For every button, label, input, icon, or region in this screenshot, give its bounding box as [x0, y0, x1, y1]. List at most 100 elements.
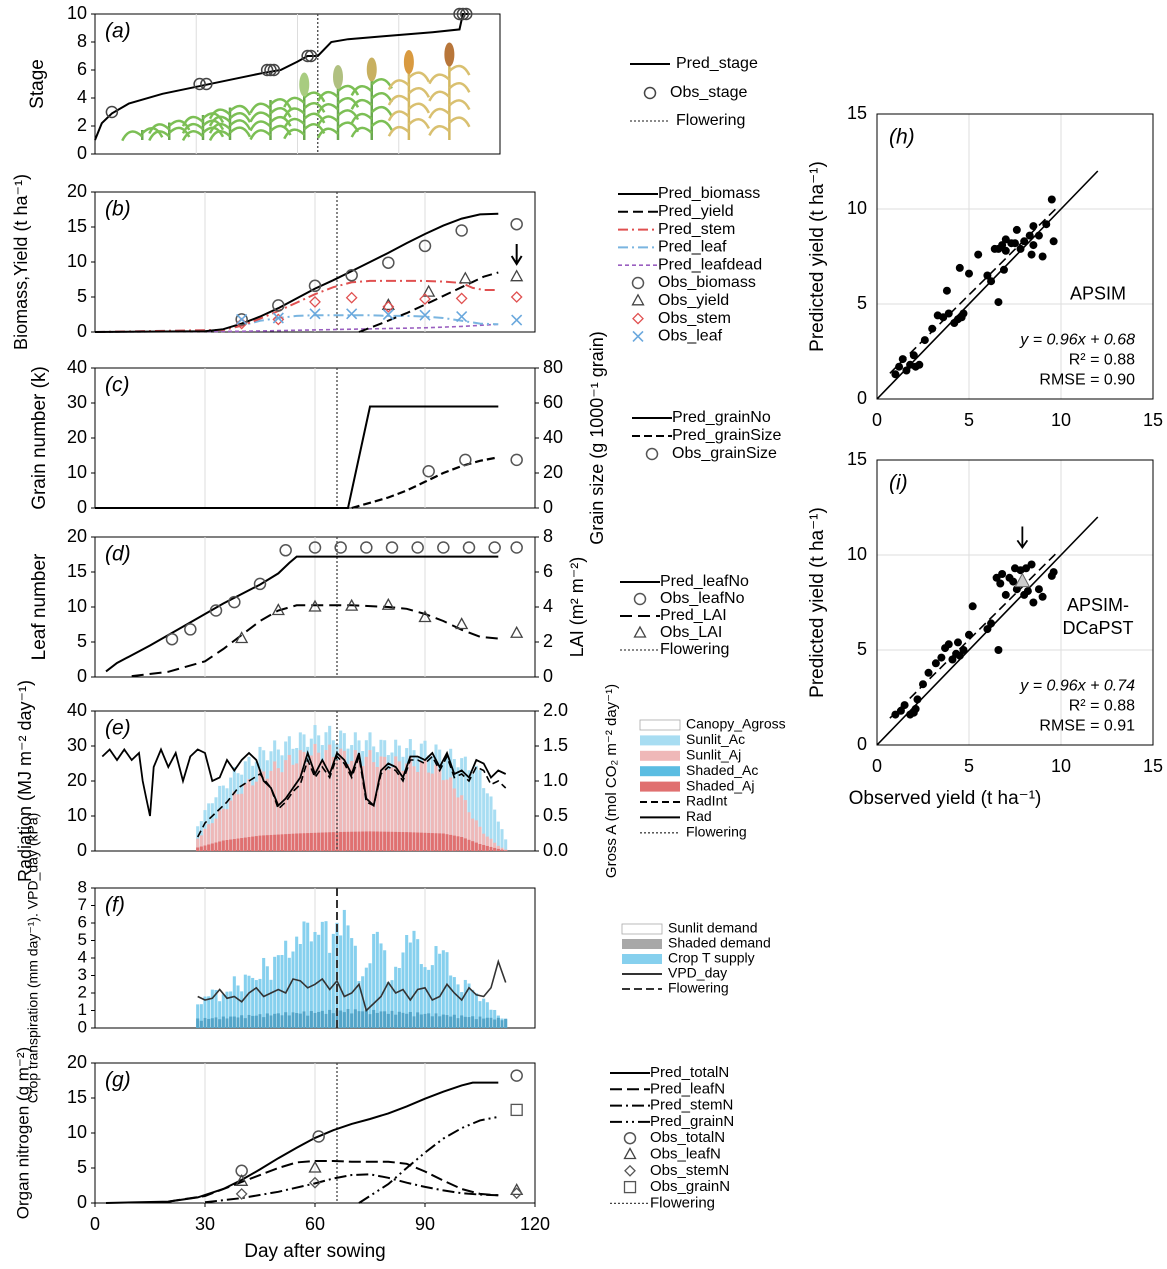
legend-shaded-demand-swatch: [622, 939, 662, 949]
plant-leaf: [181, 115, 204, 127]
plant-leaf: [448, 116, 471, 128]
plant-panicle: [366, 57, 377, 82]
sunlit-aj-bar: [342, 750, 346, 851]
shaded-aj-bar: [456, 836, 460, 851]
obs-stemn-marker: [309, 1176, 321, 1189]
pred-grainno-line: [95, 405, 499, 509]
legend-canopy-agross-label: Canopy_Agross: [686, 716, 786, 732]
shaded-aj-bar: [478, 844, 482, 851]
legend-pred-totaln-label: Pred_totalN: [650, 1064, 729, 1081]
legend-crop-t-supply-label: Crop T supply: [668, 950, 755, 966]
data-point: [953, 638, 962, 647]
legend-shaded-aj-swatch: [640, 781, 680, 792]
crop-t-supply-bar: [350, 938, 354, 1028]
plant-leaf: [269, 107, 292, 118]
legend-rad-label: Rad: [686, 808, 712, 824]
sunlit-aj-bar: [419, 761, 423, 851]
obs-biomass-marker: [308, 279, 322, 293]
crop-t-supply-bar: [320, 921, 324, 1028]
sunlit-aj-bar: [346, 763, 350, 851]
data-point: [1001, 246, 1010, 255]
crop-t-supply-bar: [456, 984, 460, 1028]
y-tick-label: 4: [77, 87, 87, 107]
sunlit-aj-bar: [386, 769, 390, 851]
crop-t-supply-bar: [474, 993, 478, 1028]
x-tick-label: 15: [1143, 756, 1163, 776]
data-point: [1011, 239, 1019, 248]
y2-tick-label: 1.0: [543, 770, 568, 790]
sunlit-aj-bar: [251, 785, 255, 851]
obs-leafn-marker: [308, 1160, 322, 1173]
crop-t-supply-bar: [313, 932, 317, 1028]
shaded-demand-bar: [456, 1018, 460, 1028]
crop-t-supply-bar: [254, 980, 258, 1028]
y-tick-label: 0: [77, 666, 87, 686]
sunlit-aj-bar: [452, 788, 456, 851]
shaded-demand-bar: [328, 1009, 332, 1028]
shaded-aj-bar: [243, 837, 247, 851]
plant-leaf: [316, 127, 339, 139]
y-tick-label: 5: [77, 631, 87, 651]
crop-t-supply-bar: [339, 935, 343, 1028]
panel-b-label: (b): [105, 198, 131, 221]
crop-t-supply-bar: [240, 991, 244, 1028]
obs-biomass-marker: [455, 224, 468, 237]
obs-leafno-marker: [510, 541, 523, 554]
x-axis-label: Day after sowing: [244, 1241, 386, 1262]
crop-t-supply-bar: [357, 981, 361, 1028]
sunlit-ac-bar: [485, 793, 489, 851]
y-tick-label: 0: [77, 143, 87, 163]
x-tick-label: 10: [1051, 410, 1071, 430]
crop-t-supply-bar: [419, 964, 423, 1028]
plant-leaf: [249, 120, 272, 132]
shaded-aj-bar: [280, 834, 284, 851]
sunlit-ac-bar: [504, 839, 508, 851]
obs-leaf-marker: [456, 311, 468, 323]
legend-flowering-label: Flowering: [660, 641, 729, 658]
x-tick-label: 90: [415, 1214, 435, 1234]
y2-tick-label: 80: [543, 357, 563, 377]
shaded-demand-bar: [357, 1011, 361, 1028]
crop-t-supply-bar: [412, 930, 416, 1028]
y-tick-label: 5: [78, 930, 87, 949]
y-tick-label: 15: [847, 449, 867, 469]
shaded-demand-bar: [335, 1010, 339, 1028]
data-point: [1034, 231, 1043, 240]
pred-grainsize-line: [351, 456, 499, 510]
x-tick-label: 0: [872, 410, 882, 430]
panel-f-y-axis-label: Crop transpiration (mm day⁻¹). VPD_day (…: [25, 813, 41, 1104]
shaded-aj-bar: [397, 831, 401, 851]
crop-t-supply-bar: [405, 935, 409, 1028]
shaded-demand-bar: [313, 1012, 317, 1028]
obs-lai-marker: [381, 597, 395, 610]
y-tick-label: 20: [67, 1052, 87, 1072]
y-tick-label: 5: [857, 639, 867, 659]
sunlit-aj-bar: [401, 770, 405, 851]
obs-leaf-marker: [236, 313, 248, 325]
shaded-aj-bar: [460, 837, 464, 851]
shaded-aj-bar: [405, 832, 409, 851]
sunlit-aj-bar: [199, 835, 203, 851]
crop-t-supply-bar: [258, 978, 262, 1028]
plant-leaf: [370, 119, 393, 131]
crop-t-supply-bar: [397, 968, 401, 1028]
y-tick-label: 10: [67, 251, 87, 271]
shaded-demand-bar: [273, 1013, 277, 1028]
sunlit-aj-bar: [504, 849, 508, 851]
data-point: [891, 370, 900, 379]
x-tick-label: 15: [1143, 410, 1163, 430]
shaded-demand-bar: [254, 1015, 258, 1028]
panel-c-y2-axis-label: Grain size (g 1000⁻¹ grain): [587, 331, 607, 545]
x-tick-label: 10: [1051, 756, 1071, 776]
legend-vpd-day-label: VPD_day: [668, 965, 727, 981]
plant-leaf: [316, 103, 339, 115]
sunlit-aj-bar: [229, 800, 233, 851]
crop-t-supply-bar: [210, 989, 214, 1028]
sorghum-plant-icon: [208, 104, 252, 141]
plant-leaf: [208, 115, 231, 127]
legend-shaded-ac-symbol: [640, 766, 680, 777]
crop-t-supply-bar: [302, 921, 306, 1028]
arrow-icon: [1016, 526, 1029, 549]
shaded-aj-bar: [317, 832, 321, 851]
shaded-aj-bar: [203, 845, 207, 851]
